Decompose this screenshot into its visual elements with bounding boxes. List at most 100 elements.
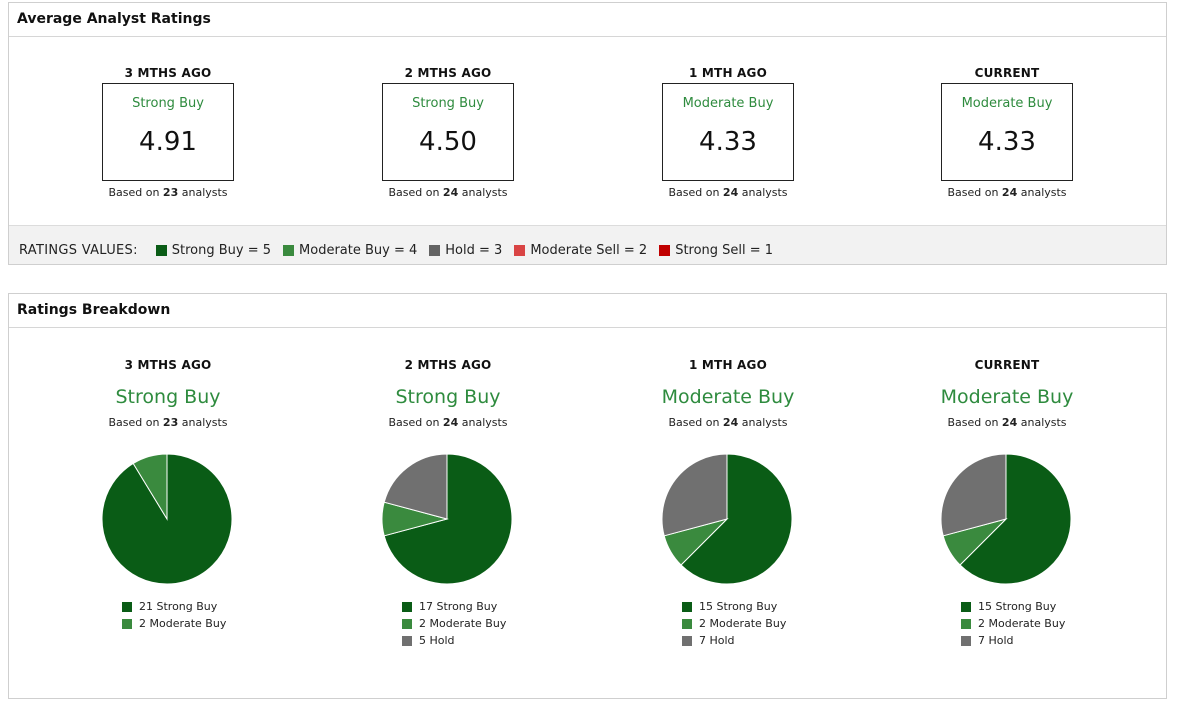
pie-slice-hold[interactable] (940, 453, 1007, 537)
based-on-text: Based on 24 analysts (388, 416, 508, 429)
swatch-strong-buy (155, 245, 167, 256)
pie-chart (661, 453, 793, 585)
pie-legend-hold: 7 Hold (682, 632, 786, 649)
swatch-strong-buy (682, 601, 692, 612)
pie-slice-strong-buy[interactable] (680, 453, 793, 585)
period-label: 2 MTHS AGO (404, 66, 492, 80)
pie-legend-moderate-buy: 2 Moderate Buy (122, 615, 226, 632)
avg-period-current: CURRENT Moderate Buy 4.33 Based on 24 an… (887, 66, 1127, 199)
rating-score: 4.33 (699, 127, 757, 157)
pie-legend-hold: 5 Hold (402, 632, 506, 649)
pie-slice-hold[interactable] (383, 453, 448, 520)
rating-label: Moderate Buy (961, 96, 1053, 111)
period-label: 3 MTHS AGO (124, 358, 212, 372)
swatch-hold (682, 635, 692, 646)
legend-item-moderate-buy: Moderate Buy = 4 (283, 243, 417, 258)
brk-period-2-months: 2 MTHS AGO Strong Buy Based on 24 analys… (328, 358, 568, 688)
based-on-text: Based on 24 analysts (947, 186, 1067, 199)
pie-chart-svg (101, 453, 233, 585)
pie-chart (940, 453, 1072, 585)
pie-legend-strong-buy: 15 Strong Buy (682, 598, 786, 615)
legend-item-strong-buy: Strong Buy = 5 (155, 243, 271, 258)
avg-period-1-month: 1 MTH AGO Moderate Buy 4.33 Based on 24 … (608, 66, 848, 199)
rating-box: Moderate Buy 4.33 (662, 83, 794, 181)
ratings-breakdown-panel: Ratings Breakdown 3 MTHS AGO Strong Buy … (8, 293, 1167, 699)
avg-period-2-months: 2 MTHS AGO Strong Buy 4.50 Based on 24 a… (328, 66, 568, 199)
pie-legend-moderate-buy: 2 Moderate Buy (961, 615, 1065, 632)
pie-chart-svg (381, 453, 513, 585)
period-label: 3 MTHS AGO (124, 66, 212, 80)
analyst-count: 24 (442, 416, 459, 429)
analyst-count: 23 (162, 416, 179, 429)
swatch-moderate-buy (283, 245, 295, 256)
swatch-strong-buy (402, 601, 412, 612)
swatch-strong-buy (122, 601, 132, 612)
swatch-moderate-buy (402, 618, 412, 629)
average-ratings-panel: Average Analyst Ratings 3 MTHS AGO Stron… (8, 2, 1167, 265)
based-on-text: Based on 23 analysts (108, 416, 228, 429)
rating-label: Strong Buy (132, 96, 204, 111)
period-label: CURRENT (974, 66, 1040, 80)
brk-period-1-month: 1 MTH AGO Moderate Buy Based on 24 analy… (608, 358, 848, 688)
swatch-moderate-buy (961, 618, 971, 629)
based-on-text: Based on 24 analysts (947, 416, 1067, 429)
pie-slice-moderate-buy[interactable] (132, 453, 168, 521)
period-label: 2 MTHS AGO (404, 358, 492, 372)
rating-box: Strong Buy 4.91 (102, 83, 234, 181)
rating-label: Strong Buy (115, 386, 221, 408)
swatch-hold (429, 245, 441, 256)
pie-chart (381, 453, 513, 585)
rating-label: Moderate Buy (682, 96, 774, 111)
analyst-count: 23 (162, 186, 179, 199)
swatch-moderate-buy (122, 618, 132, 629)
analyst-count: 24 (722, 186, 739, 199)
brk-period-3-months: 3 MTHS AGO Strong Buy Based on 23 analys… (48, 358, 288, 688)
pie-slice-strong-buy[interactable] (959, 453, 1072, 585)
analyst-count: 24 (722, 416, 739, 429)
pie-legend: 15 Strong Buy 2 Moderate Buy 7 Hold (961, 598, 1065, 649)
pie-chart (101, 453, 233, 585)
legend-item-hold: Hold = 3 (429, 243, 502, 258)
pie-legend-hold: 7 Hold (961, 632, 1065, 649)
average-ratings-title: Average Analyst Ratings (9, 3, 1166, 37)
pie-legend-strong-buy: 21 Strong Buy (122, 598, 226, 615)
pie-legend-strong-buy: 15 Strong Buy (961, 598, 1065, 615)
rating-label: Moderate Buy (940, 386, 1074, 408)
rating-label: Moderate Buy (661, 386, 795, 408)
pie-legend-strong-buy: 17 Strong Buy (402, 598, 506, 615)
based-on-text: Based on 24 analysts (668, 416, 788, 429)
pie-slice-hold[interactable] (661, 453, 728, 537)
pie-legend-moderate-buy: 2 Moderate Buy (682, 615, 786, 632)
pie-legend: 21 Strong Buy 2 Moderate Buy (122, 598, 226, 632)
avg-period-3-months: 3 MTHS AGO Strong Buy 4.91 Based on 23 a… (48, 66, 288, 199)
pie-chart-svg (940, 453, 1072, 585)
rating-score: 4.50 (419, 127, 477, 157)
analyst-count: 24 (1001, 416, 1018, 429)
rating-score: 4.33 (978, 127, 1036, 157)
period-label: 1 MTH AGO (688, 66, 767, 80)
ratings-values-legend: RATINGS VALUES: Strong Buy = 5 Moderate … (9, 225, 1166, 264)
based-on-text: Based on 23 analysts (108, 186, 228, 199)
swatch-strong-sell (659, 245, 671, 256)
legend-title: RATINGS VALUES: (19, 243, 138, 258)
swatch-moderate-sell (514, 245, 526, 256)
rating-label: Strong Buy (395, 386, 501, 408)
analyst-count: 24 (442, 186, 459, 199)
rating-box: Moderate Buy 4.33 (941, 83, 1073, 181)
ratings-breakdown-title: Ratings Breakdown (9, 294, 1166, 328)
rating-box: Strong Buy 4.50 (382, 83, 514, 181)
swatch-strong-buy (961, 601, 971, 612)
based-on-text: Based on 24 analysts (668, 186, 788, 199)
period-label: 1 MTH AGO (688, 358, 767, 372)
swatch-hold (961, 635, 971, 646)
period-label: CURRENT (974, 358, 1040, 372)
rating-score: 4.91 (139, 127, 197, 157)
pie-chart-svg (661, 453, 793, 585)
based-on-text: Based on 24 analysts (388, 186, 508, 199)
legend-item-moderate-sell: Moderate Sell = 2 (514, 243, 647, 258)
legend-item-strong-sell: Strong Sell = 1 (659, 243, 773, 258)
rating-label: Strong Buy (412, 96, 484, 111)
swatch-moderate-buy (682, 618, 692, 629)
analyst-count: 24 (1001, 186, 1018, 199)
pie-legend: 17 Strong Buy 2 Moderate Buy 5 Hold (402, 598, 506, 649)
